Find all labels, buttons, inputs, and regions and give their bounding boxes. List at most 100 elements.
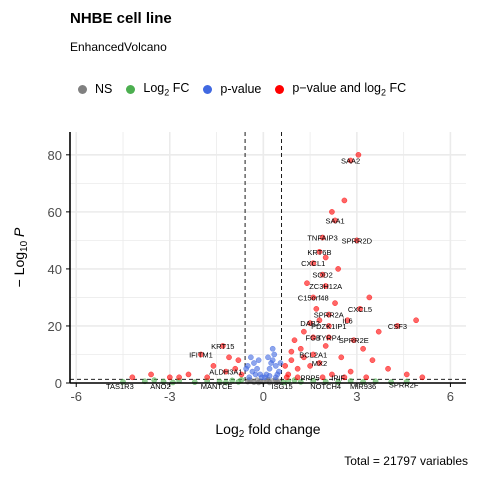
point-pvalue bbox=[258, 374, 265, 381]
point-pvalue bbox=[255, 357, 262, 363]
point-pvalue-and-fc bbox=[329, 209, 335, 215]
point-pvalue-and-fc bbox=[235, 357, 242, 363]
point-pvalue-and-fc bbox=[204, 374, 210, 381]
gene-label: MIR936 bbox=[350, 382, 376, 391]
gene-label: TYRP4 bbox=[317, 333, 341, 342]
gene-label: CXCL1 bbox=[301, 259, 325, 268]
point-pvalue bbox=[269, 345, 276, 352]
point-pvalue-and-fc bbox=[335, 266, 341, 272]
point-pvalue-and-fc bbox=[198, 351, 204, 358]
legend-label-ns: NS bbox=[95, 82, 113, 96]
legend-marker-ns bbox=[78, 84, 87, 94]
point-pvalue-and-fc bbox=[185, 371, 192, 378]
point-pvalue bbox=[271, 351, 278, 358]
point-pvalue-and-fc bbox=[322, 254, 329, 261]
point-pvalue bbox=[268, 360, 274, 366]
point-pvalue-and-fc bbox=[355, 152, 362, 158]
point-pvalue-and-fc bbox=[332, 217, 338, 224]
gene-label: TAS1R3 bbox=[106, 382, 134, 391]
point-pvalue-and-fc bbox=[238, 371, 245, 378]
gene-label: CXCL5 bbox=[348, 305, 372, 314]
gene-label: IL6 bbox=[342, 316, 352, 325]
point-pvalue-and-fc bbox=[385, 365, 391, 372]
point-pvalue-and-fc bbox=[294, 374, 301, 381]
chart-subtitle: EnhancedVolcano bbox=[70, 40, 167, 54]
y-axis-title: − Log10 P bbox=[11, 227, 30, 287]
point-pvalue-and-fc bbox=[307, 320, 313, 326]
legend-marker-pval bbox=[203, 84, 213, 94]
point-pvalue-and-fc bbox=[419, 374, 426, 381]
gene-label: PPP5 bbox=[301, 373, 320, 382]
gene-label: ALDH3A1 bbox=[209, 368, 242, 377]
point-pvalue-and-fc bbox=[326, 334, 332, 341]
legend-label-pval: p-value bbox=[220, 82, 262, 96]
point-pvalue bbox=[252, 371, 259, 378]
point-pvalue-and-fc bbox=[319, 374, 326, 381]
point-pvalue-and-fc bbox=[310, 294, 317, 301]
chart-title: NHBE cell line bbox=[70, 10, 172, 27]
y-tick-label: 80 bbox=[48, 148, 62, 163]
x-tick-label: 3 bbox=[353, 389, 360, 404]
y-tick-label: 60 bbox=[48, 205, 62, 220]
gene-label: TNFAIP3 bbox=[307, 234, 337, 243]
legend-marker-both bbox=[275, 84, 285, 94]
point-pvalue-and-fc bbox=[326, 323, 332, 329]
point-pvalue bbox=[251, 360, 257, 366]
point-pvalue-and-fc bbox=[294, 365, 301, 372]
point-pvalue-and-fc bbox=[319, 271, 326, 278]
legend-item-ns: NS bbox=[78, 82, 112, 96]
point-pvalue-and-fc bbox=[288, 348, 295, 355]
legend-item-pval: p-value bbox=[203, 82, 261, 96]
point-pvalue-and-fc bbox=[310, 351, 317, 358]
point-pvalue-and-fc bbox=[350, 337, 357, 344]
chart-caption: Total = 21797 variables bbox=[344, 454, 468, 468]
point-pvalue-and-fc bbox=[210, 363, 217, 369]
point-pvalue-and-fc bbox=[307, 363, 313, 369]
point-pvalue-and-fc bbox=[369, 357, 376, 363]
point-pvalue bbox=[266, 365, 273, 372]
point-pvalue-and-fc bbox=[288, 357, 295, 363]
point-pvalue-and-fc bbox=[129, 374, 136, 381]
point-pvalue-and-fc bbox=[338, 354, 345, 361]
point-pvalue-and-fc bbox=[403, 371, 410, 378]
point-pvalue bbox=[277, 360, 284, 366]
gene-label: SPRR2F bbox=[389, 380, 419, 389]
legend-marker-fc bbox=[126, 84, 136, 94]
x-tick-label: -3 bbox=[164, 389, 176, 404]
point-pvalue-and-fc bbox=[413, 317, 419, 324]
gene-label: SPRR2A bbox=[314, 311, 344, 320]
legend-item-both: p−value and log2 FC bbox=[275, 81, 406, 97]
point-pvalue-and-fc bbox=[347, 157, 354, 164]
legend: NS Log2 FC p-value p−value and log2 FC bbox=[78, 80, 420, 98]
point-pvalue-and-fc bbox=[313, 306, 320, 312]
point-pvalue-and-fc bbox=[332, 300, 338, 306]
point-pvalue-and-fc bbox=[219, 343, 226, 349]
point-pvalue-and-fc bbox=[223, 368, 229, 375]
point-pvalue-and-fc bbox=[148, 371, 154, 378]
grid-lines bbox=[70, 132, 466, 384]
point-pvalue-and-fc bbox=[344, 317, 351, 324]
gene-label: ZC3H12A bbox=[309, 282, 342, 291]
point-pvalue-and-fc bbox=[316, 317, 323, 324]
point-pvalue-and-fc bbox=[283, 374, 290, 381]
point-pvalue-and-fc bbox=[316, 360, 323, 366]
gene-label: KRT15 bbox=[211, 342, 234, 351]
point-pvalue-and-fc bbox=[375, 328, 382, 335]
gene-label: IPIF bbox=[331, 373, 345, 382]
point-pvalue-and-fc bbox=[319, 234, 326, 241]
point-pvalue-and-fc bbox=[341, 374, 348, 381]
gene-label: ANO2 bbox=[150, 382, 170, 391]
gene-label: FGB bbox=[306, 333, 321, 342]
point-pvalue bbox=[243, 365, 249, 372]
gene-label: SAA1 bbox=[325, 216, 344, 225]
gene-label: MANTCE bbox=[201, 382, 233, 391]
point-pvalue-and-fc bbox=[326, 311, 332, 318]
axes bbox=[69, 132, 466, 384]
point-pvalue-and-fc bbox=[322, 283, 329, 289]
point-pvalue-and-fc bbox=[357, 306, 363, 312]
point-pvalue-and-fc bbox=[310, 334, 317, 341]
gene-labels: SAA2 SAA1 TNFAIP3 SPRR2D KRT6B CXCL1 SOD2 ZC3H1… bbox=[106, 157, 419, 391]
x-tick-label: 0 bbox=[260, 389, 267, 404]
